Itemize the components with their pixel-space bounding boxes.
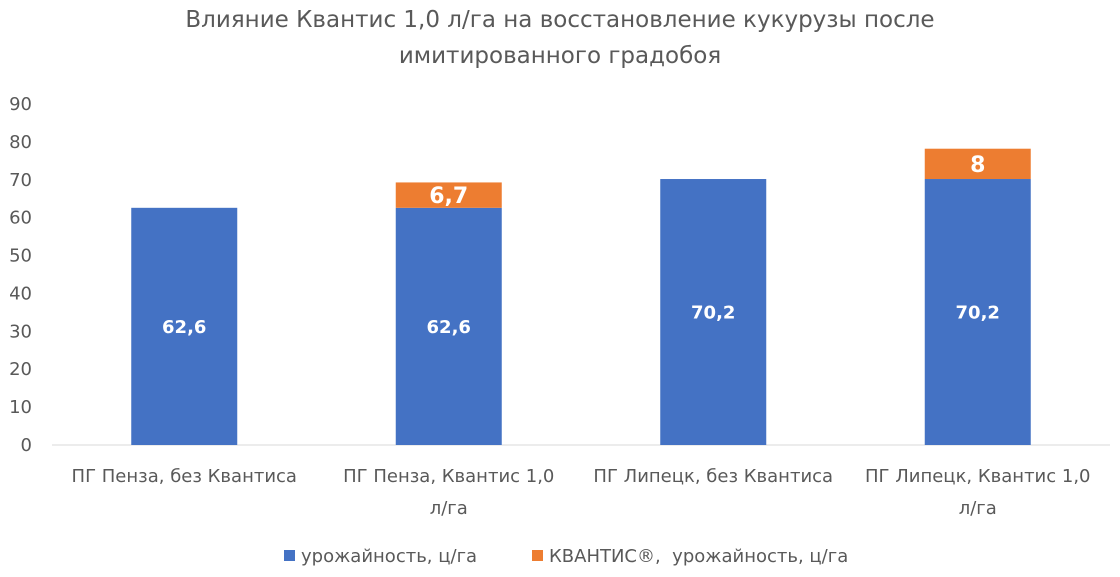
y-tick-label: 90 — [9, 94, 32, 115]
x-category-label: ПГ Липецк, без Квантиса — [593, 466, 833, 487]
y-axis: 0 10 20 30 40 50 60 70 80 90 — [9, 94, 32, 456]
y-tick-label: 60 — [9, 208, 32, 229]
x-category-label: ПГ Пенза, без Квантиса — [72, 466, 297, 487]
x-category-label: л/га — [959, 498, 997, 519]
legend-swatch-yield — [284, 550, 295, 561]
bar-yield — [131, 207, 238, 445]
chart-title: Влияние Квантис 1,0 л/га на восстановлен… — [185, 7, 934, 69]
y-tick-label: 40 — [9, 283, 32, 304]
x-category-label: л/га — [430, 498, 468, 519]
y-tick-label: 80 — [9, 132, 32, 153]
y-tick-label: 70 — [9, 170, 32, 191]
bars — [131, 148, 1031, 445]
bar-kvantis — [395, 182, 502, 208]
data-labels: 62,6 62,6 6,7 70,2 70,2 8 — [162, 153, 1000, 338]
bar-yield — [924, 179, 1031, 445]
legend: урожайность, ц/га КВАНТИС®, урожайность, … — [284, 546, 848, 567]
y-tick-label: 50 — [9, 246, 32, 267]
bar-data-label: 62,6 — [162, 317, 206, 338]
bar-yield — [395, 207, 502, 445]
x-category-label: ПГ Липецк, Квантис 1,0 — [865, 466, 1091, 487]
y-tick-label: 0 — [21, 435, 32, 456]
bar-data-label: 70,2 — [691, 302, 735, 323]
bar-data-label: 6,7 — [429, 184, 468, 209]
x-category-label: ПГ Пенза, Квантис 1,0 — [343, 466, 554, 487]
bar-kvantis — [924, 148, 1031, 180]
bar-data-label: 70,2 — [956, 302, 1000, 323]
y-tick-label: 20 — [9, 359, 32, 380]
chart-title-line: Влияние Квантис 1,0 л/га на восстановлен… — [185, 7, 934, 33]
legend-swatch-kvantis — [532, 550, 543, 561]
bar-yield — [660, 179, 767, 445]
legend-label: КВАНТИС®, урожайность, ц/га — [549, 546, 848, 567]
chart-title-line: имитированного градобоя — [399, 43, 721, 69]
x-axis-categories: ПГ Пенза, без Квантиса ПГ Пенза, Квантис … — [72, 466, 1091, 519]
bar-data-label: 8 — [970, 153, 985, 178]
y-tick-label: 30 — [9, 321, 32, 342]
bar-data-label: 62,6 — [427, 317, 471, 338]
y-tick-label: 10 — [9, 397, 32, 418]
legend-label: урожайность, ц/га — [301, 546, 477, 567]
